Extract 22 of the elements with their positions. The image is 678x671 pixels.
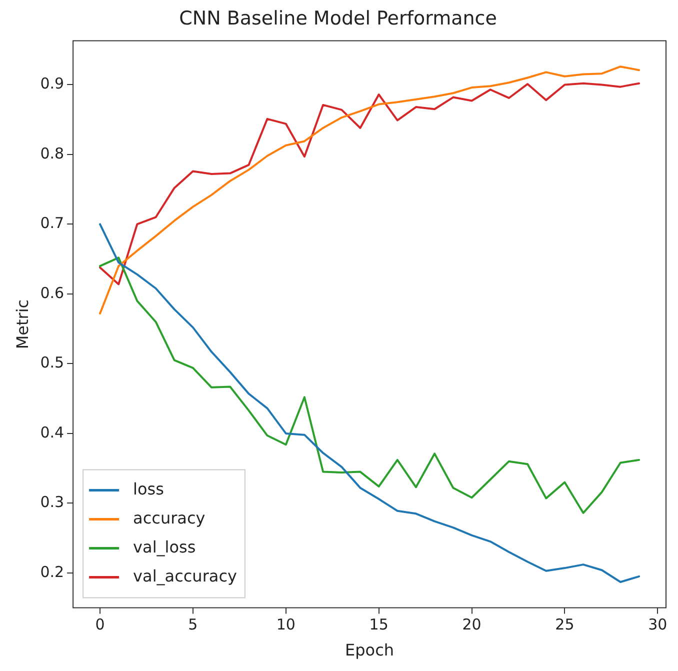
y-tick-label: 0.3 <box>40 493 64 512</box>
x-tick-label: 15 <box>369 616 388 634</box>
y-tick-label: 0.9 <box>40 74 64 93</box>
y-tick-label: 0.7 <box>40 214 64 232</box>
y-tick-label: 0.6 <box>40 284 64 302</box>
x-tick-label: 5 <box>188 616 198 634</box>
legend-label: val_loss <box>133 537 196 556</box>
y-tick-label: 0.8 <box>40 144 64 162</box>
x-tick-label: 30 <box>648 616 668 634</box>
y-tick-label: 0.2 <box>40 562 64 581</box>
y-axis-title: Metric <box>12 299 32 350</box>
x-tick-label: 10 <box>276 616 296 634</box>
legend-label: val_accuracy <box>133 566 237 586</box>
x-axis-title: Epoch <box>345 640 394 660</box>
legend-label: accuracy <box>133 508 206 528</box>
legend-label: loss <box>133 479 164 498</box>
y-tick-label: 0.4 <box>40 423 64 442</box>
x-tick-label: 20 <box>462 616 482 634</box>
x-tick-label: 25 <box>555 616 574 634</box>
y-tick-label: 0.5 <box>40 354 64 372</box>
x-tick-label: 0 <box>95 616 105 634</box>
chart-title: CNN Baseline Model Performance <box>179 7 497 30</box>
